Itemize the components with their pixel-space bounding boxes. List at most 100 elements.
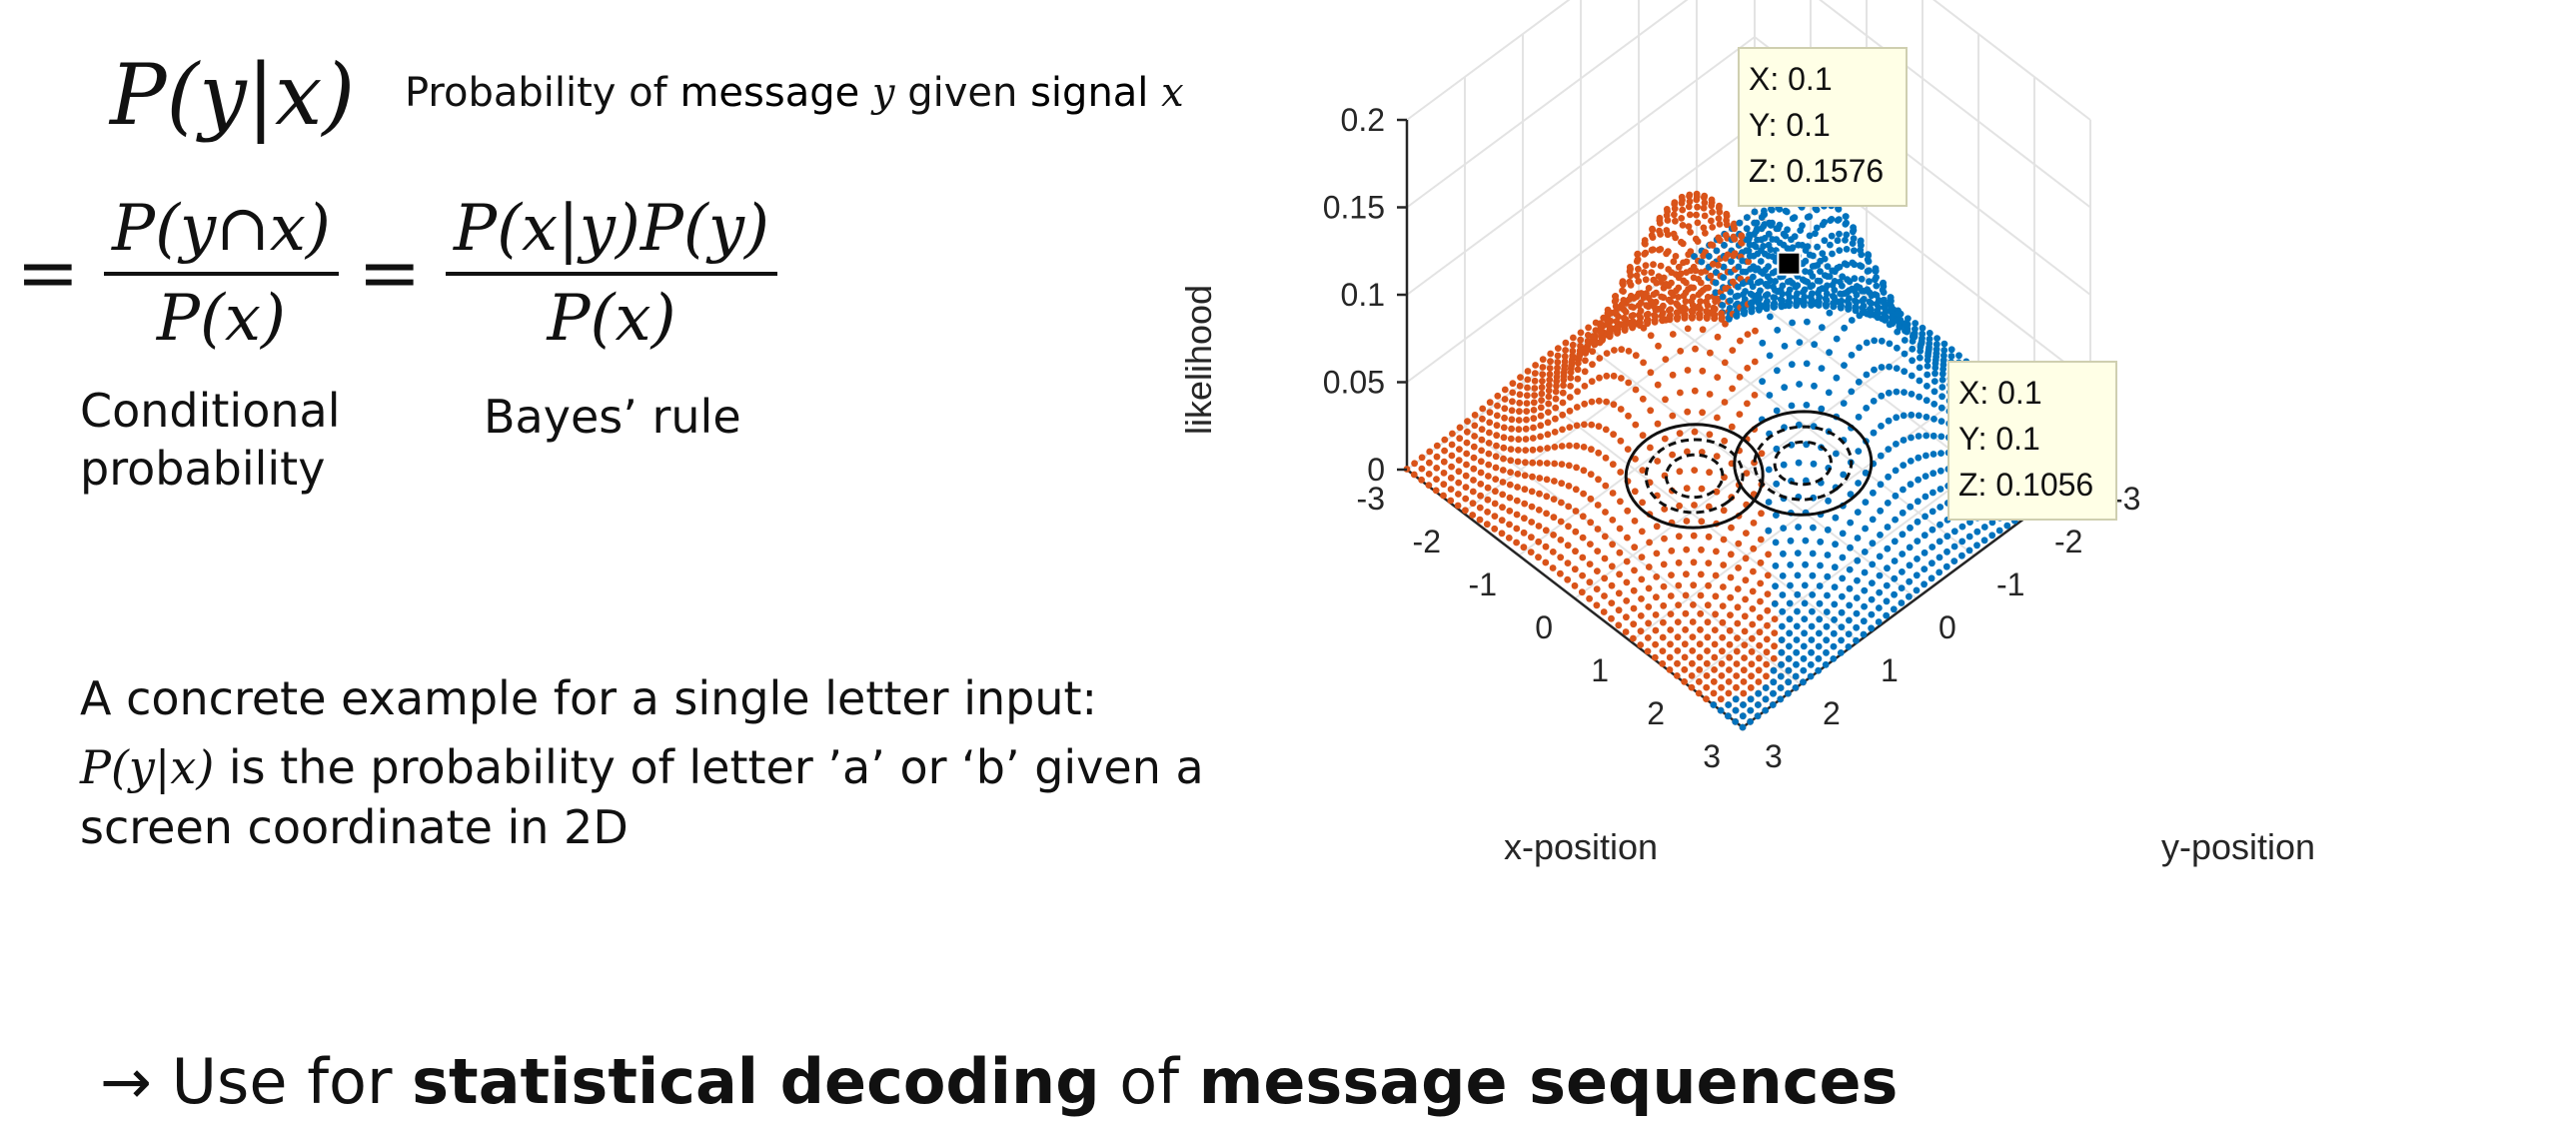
conclusion-bold-2: message sequences [1198,1045,1899,1118]
surface-point [1677,270,1685,278]
surface-point [1875,618,1883,625]
surface-point [1950,528,1958,536]
surface-point [1863,405,1871,412]
surface-point [1527,549,1535,556]
desc-y: y [859,70,895,116]
surface-point [1809,571,1817,579]
surface-point [1816,615,1824,623]
surface-point [1749,605,1757,612]
surface-point [1552,395,1560,403]
surface-point [1932,370,1938,378]
fraction-1-bar [104,272,339,276]
surface-point [1728,258,1735,266]
surface-point [1634,251,1641,258]
surface-point [1557,537,1565,544]
z-tick-label: 0.05 [1323,365,1385,401]
conclusion-line: → Use for statistical decoding of messag… [100,1045,1898,1118]
conclusion-bold-1: statistical decoding [412,1045,1100,1118]
surface-point [1654,420,1662,428]
surface-point [1750,520,1758,527]
surface-point [1855,448,1863,455]
surface-point [1615,621,1623,629]
surface-point [1812,230,1819,238]
surface-point [1619,287,1626,295]
surface-point [1883,581,1891,589]
surface-point [1484,484,1492,492]
surface-point [1632,352,1640,360]
surface-point [1677,348,1685,355]
surface-point [1447,497,1455,505]
surface-point [1710,701,1718,708]
surface-point [1700,252,1707,260]
surface-point [1745,258,1753,266]
grid-line [1406,123,1756,384]
surface-point [1884,545,1892,553]
surface-point [1907,503,1915,511]
surface-point [1958,552,1965,560]
surface-point [1650,261,1657,269]
surface-point [1770,301,1778,308]
surface-point [1915,476,1922,484]
surface-point [1740,689,1748,697]
surface-point [1536,490,1543,498]
surface-point [1794,607,1801,615]
surface-point [1546,376,1554,384]
surface-point [1726,640,1734,648]
surface-point [1937,418,1945,425]
surface-point [1767,246,1775,254]
surface-point [1721,242,1728,249]
surface-point [1777,695,1785,703]
surface-point [1900,437,1908,444]
surface-point [1539,364,1547,371]
surface-point [1596,328,1604,336]
surface-point [1699,287,1707,294]
surface-point [1825,497,1832,505]
surface-point [1616,570,1623,578]
surface-point [1924,371,1932,379]
surface-point [1751,392,1759,399]
surface-point [1578,588,1586,596]
surface-point [1763,648,1771,656]
grid-line [1819,0,2091,209]
surface-point [1669,412,1677,420]
datatip-marker[interactable] [1777,251,1802,276]
surface-point [1738,239,1745,246]
surface-point [1660,618,1667,626]
surface-point [1755,689,1763,697]
surface-point [1908,434,1915,442]
surface-point [1513,511,1521,519]
surface-point [1873,300,1881,308]
datatip-text: X: 0.1 [1958,375,2042,411]
desc-prefix: Probability of [405,70,680,116]
surface-point [1486,399,1494,407]
surface-point [1892,467,1900,475]
surface-point [1714,414,1721,422]
surface-point [1838,636,1845,644]
surface-point [1840,471,1848,479]
surface-point [1692,345,1699,353]
surface-point [1699,367,1707,375]
surface-point [1528,488,1536,496]
surface-point [1891,590,1898,598]
surface-point [1731,225,1739,233]
surface-point [1644,319,1652,327]
surface-point [1574,388,1581,396]
equals-sign-1: = [16,228,80,317]
surface-point [1743,530,1750,537]
surface-point [1868,624,1875,632]
surface-point [1477,492,1484,500]
surface-point [1865,251,1872,259]
surface-point [1463,461,1470,469]
surface-point [1663,250,1670,258]
surface-point [1507,457,1515,465]
surface-point [1879,286,1887,294]
surface-point [1938,376,1946,384]
surface-point [1690,601,1697,608]
surface-point [1908,372,1916,380]
surface-point [1572,486,1580,494]
z-tick-label: 0 [1367,452,1385,488]
surface-point [1767,277,1775,285]
surface-point [1770,689,1777,697]
surface-point [1778,636,1786,643]
surface-point [1885,389,1893,397]
